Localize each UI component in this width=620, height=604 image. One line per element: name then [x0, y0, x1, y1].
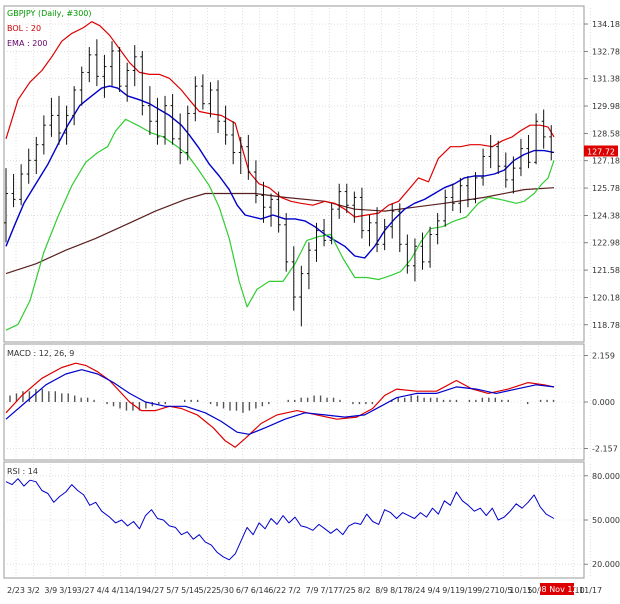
- y-tick-label: 134.18: [592, 20, 620, 29]
- x-tick-label: 8/2: [358, 586, 371, 595]
- x-tick-label: 7/25: [338, 586, 356, 595]
- x-tick-label: 4/19: [129, 586, 147, 595]
- y-tick-label: 128.58: [592, 129, 620, 138]
- x-tick-label: 10/24: [527, 586, 550, 595]
- rsi-title: RSI : 14: [7, 467, 38, 476]
- x-tick-label: 5/7: [166, 586, 179, 595]
- macd-line: [5, 362, 555, 448]
- last-price-label: 127.72: [587, 148, 615, 157]
- rsi-line: [5, 478, 555, 561]
- x-tick-label: 5/30: [216, 586, 234, 595]
- bollinger-lower-line: [5, 118, 555, 331]
- x-tick-label: 2/23: [7, 586, 25, 595]
- y-tick-label: 131.38: [592, 75, 620, 84]
- y-tick-label: 118.78: [592, 321, 620, 330]
- y-tick-label: 50.000: [592, 516, 620, 525]
- x-tick-label: 8/24: [407, 586, 425, 595]
- x-tick-label: 5/14: [181, 586, 199, 595]
- x-tick-label: 5/22: [199, 586, 217, 595]
- x-tick-label: 3/9: [44, 586, 57, 595]
- x-tick-label: 7/9: [306, 586, 319, 595]
- y-tick-label: 80.000: [592, 472, 620, 481]
- y-tick-label: 2.159: [592, 351, 615, 360]
- y-tick-label: 0.000: [592, 398, 615, 407]
- x-tick-label: 3/2: [27, 586, 40, 595]
- y-tick-label: -2.157: [592, 444, 618, 453]
- y-tick-label: 129.98: [592, 102, 620, 111]
- y-tick-label: 20.000: [592, 560, 620, 569]
- bollinger-upper-line: [5, 21, 555, 218]
- x-tick-label: 6/22: [268, 586, 286, 595]
- y-tick-label: 124.38: [592, 211, 620, 220]
- x-tick-label: 9/4: [427, 586, 440, 595]
- legend-bol: BOL : 20: [7, 24, 41, 33]
- x-tick-label: 8/17: [390, 586, 408, 595]
- x-tick-label: 6/7: [236, 586, 249, 595]
- x-tick-label: 9/11: [442, 586, 460, 595]
- x-tick-label: 4/27: [146, 586, 164, 595]
- signal-line: [5, 369, 555, 435]
- legend-ema: EMA : 200: [7, 39, 47, 48]
- x-tick-label: 4/11: [111, 586, 129, 595]
- x-tick-label: 10/5: [495, 586, 513, 595]
- macd-title: MACD : 12, 26, 9: [7, 349, 74, 358]
- legend-symbol: GBPJPY (Daily, #300): [7, 9, 92, 18]
- x-tick-label: 11/17: [579, 586, 602, 595]
- y-tick-label: 120.18: [592, 293, 620, 302]
- ema-200-line: [5, 187, 555, 275]
- x-tick-label: 6/14: [251, 586, 269, 595]
- x-tick-label: 7/2: [288, 586, 301, 595]
- x-tick-label: 9/19: [460, 586, 478, 595]
- y-tick-label: 122.98: [592, 239, 620, 248]
- current-date-marker: 08 Nov 12: [536, 583, 578, 595]
- x-tick-label: 9/27: [477, 586, 495, 595]
- x-tick-label: 7/17: [320, 586, 338, 595]
- current-date-label: 08 Nov 12: [536, 585, 577, 594]
- y-tick-label: 127.18: [592, 157, 620, 166]
- x-tick-label: 3/19: [59, 586, 77, 595]
- y-tick-label: 125.78: [592, 184, 620, 193]
- x-tick-label: 4/4: [97, 586, 110, 595]
- y-tick-label: 121.58: [592, 266, 620, 275]
- last-price-marker: 127.72: [584, 145, 618, 157]
- x-tick-label: 8/9: [375, 586, 388, 595]
- x-tick-label: 10/15: [509, 586, 532, 595]
- y-tick-label: 132.78: [592, 47, 620, 56]
- x-tick-label: 3/27: [77, 586, 95, 595]
